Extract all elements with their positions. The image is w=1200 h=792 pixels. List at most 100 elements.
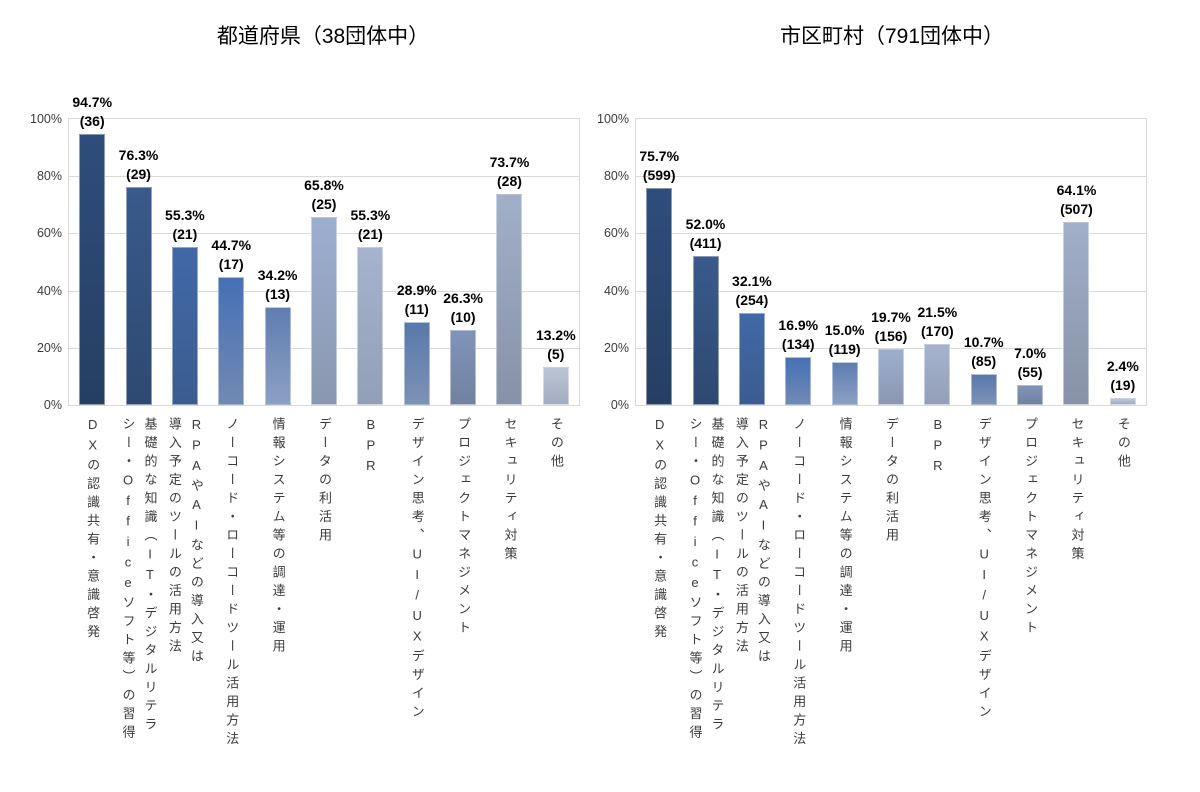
bar-9 — [1063, 222, 1090, 405]
bar-4 — [264, 307, 291, 405]
data-label-percent: 75.7% — [639, 148, 680, 164]
data-label-percent: 32.1% — [732, 273, 772, 289]
data-label: 64.1% (507) — [1057, 181, 1097, 219]
bar-2 — [171, 247, 198, 405]
data-label-count: (156) — [874, 328, 908, 344]
data-label-percent: 73.7% — [489, 154, 530, 170]
category-label: データの利活用 — [884, 417, 899, 547]
category-label: BPR — [930, 417, 946, 479]
data-label-percent: 52.0% — [685, 216, 726, 232]
data-label-count: (5) — [547, 346, 565, 362]
data-label-count: (36) — [79, 113, 105, 129]
data-label: 65.8% (25) — [304, 176, 344, 214]
bar-0 — [646, 188, 673, 405]
data-label-percent: 13.2% — [535, 327, 576, 343]
category-label: RPAやAIなどの導入又は 導入予定のツールの活用方法 — [166, 417, 204, 668]
plot-area-prefectures: 0% 20% 40% 60% 80% 100% 94.7% (36) DXの認識共有・意識啓発 7… — [30, 94, 580, 750]
data-label: 75.7% (599) — [639, 147, 679, 185]
bar-10 — [1109, 398, 1136, 405]
chart-title-prefectures: 都道府県（38団体中） — [186, 20, 460, 55]
chart-title-municipalities: 市区町村（791団体中） — [749, 20, 1035, 55]
bar-7 — [970, 374, 997, 405]
data-label: 52.0% (411) — [686, 215, 726, 253]
data-label-count: (21) — [357, 226, 383, 242]
bar-8 — [450, 330, 477, 405]
data-label: 15.0% (119) — [825, 321, 865, 359]
data-label: 26.3% (10) — [443, 289, 483, 327]
bar-1 — [692, 256, 719, 405]
data-label-percent: 26.3% — [443, 290, 483, 306]
data-label: 16.9% (134) — [778, 316, 818, 354]
category-label: RPAやAIなどの導入又は 導入予定のツールの活用方法 — [733, 417, 771, 668]
chart-panel-prefectures: 都道府県（38団体中） 0% 20% 40% 60% 80% 100% 94.7% (36) D… — [30, 20, 580, 750]
data-label: 44.7% (17) — [211, 236, 251, 274]
data-label-count: (507) — [1060, 201, 1093, 217]
category-label: データの利活用 — [317, 417, 332, 547]
data-label-count: (19) — [1110, 377, 1136, 393]
category-label: 基礎的な知識（IT・デジタルリテラ シー・Officeソフト等）の習得 — [120, 417, 158, 744]
data-label-percent: 7.0% — [1014, 345, 1047, 361]
data-label-count: (170) — [921, 323, 954, 339]
gridline — [636, 290, 1146, 292]
data-label-count: (25) — [311, 196, 337, 212]
y-axis-tick-label: 80% — [603, 169, 629, 184]
data-label-percent: 34.2% — [257, 267, 298, 283]
category-label: プロジェクトマネジメント — [456, 417, 472, 639]
bar-0 — [79, 134, 106, 405]
category-label: セキュリティ対策 — [1069, 417, 1085, 565]
category-label: セキュリティ対策 — [502, 417, 518, 565]
y-axis-tick-label: 40% — [603, 283, 629, 298]
gridline — [636, 347, 1146, 349]
data-label-count: (21) — [172, 226, 198, 242]
category-label: ノーコード・ローコードツール活用方法 — [224, 417, 240, 750]
category-label: BPR — [363, 417, 379, 479]
category-label: デザイン思考、UI/UXデザイン — [409, 417, 425, 723]
data-label-count: (55) — [1017, 364, 1043, 380]
data-label: 10.7% (85) — [964, 333, 1004, 371]
data-label: 21.5% (170) — [918, 303, 958, 341]
category-label: DXの認識共有・意識啓発 — [85, 417, 101, 643]
data-label-count: (411) — [689, 235, 722, 251]
bar-3 — [218, 277, 245, 405]
data-label-count: (599) — [642, 167, 676, 183]
data-label-count: (11) — [404, 301, 429, 317]
data-label-count: (28) — [496, 173, 522, 189]
data-label-percent: 64.1% — [1056, 182, 1097, 198]
y-axis-tick-label: 60% — [603, 226, 629, 241]
data-label-percent: 94.7% — [72, 94, 113, 110]
bar-8 — [1017, 385, 1044, 405]
data-label-percent: 21.5% — [917, 304, 958, 320]
data-label: 7.0% (55) — [1014, 344, 1046, 382]
data-label: 13.2% (5) — [536, 326, 576, 364]
bar-5 — [878, 349, 904, 405]
data-label-percent: 19.7% — [871, 309, 911, 325]
data-label: 28.9% (11) — [397, 281, 437, 319]
y-axis-tick-label: 40% — [36, 283, 62, 298]
y-axis-tick-label: 0% — [610, 398, 629, 412]
category-label: 情報システム等の調達・運用 — [837, 417, 853, 658]
data-label-percent: 2.4% — [1106, 358, 1139, 374]
gridline — [636, 176, 1146, 178]
plot-area-municipalities: 0% 20% 40% 60% 80% 100% 75.7% (599) DXの認識共有・意識啓発… — [597, 112, 1147, 750]
bar-1 — [125, 187, 152, 405]
data-label: 19.7% (156) — [871, 308, 911, 346]
data-label-percent: 15.0% — [824, 322, 865, 338]
bar-10 — [542, 367, 569, 405]
data-label: 55.3% (21) — [351, 206, 391, 244]
data-label: 34.2% (13) — [258, 266, 298, 304]
category-label: プロジェクトマネジメント — [1023, 417, 1039, 639]
data-label-count: (17) — [218, 256, 244, 272]
data-label-count: (254) — [735, 292, 769, 308]
category-label: ノーコード・ローコードツール活用方法 — [791, 417, 807, 750]
y-axis-tick-label: 0% — [43, 398, 62, 412]
data-label-percent: 76.3% — [118, 147, 159, 163]
category-label: その他 — [548, 417, 564, 473]
bar-2 — [738, 313, 765, 405]
data-label: 73.7% (28) — [490, 153, 530, 191]
bar-7 — [403, 322, 430, 405]
y-axis-tick-label: 100% — [30, 112, 62, 126]
category-label: デザイン思考、UI/UXデザイン — [976, 417, 992, 723]
data-label: 76.3% (29) — [119, 146, 159, 184]
data-label: 2.4% (19) — [1107, 357, 1139, 395]
